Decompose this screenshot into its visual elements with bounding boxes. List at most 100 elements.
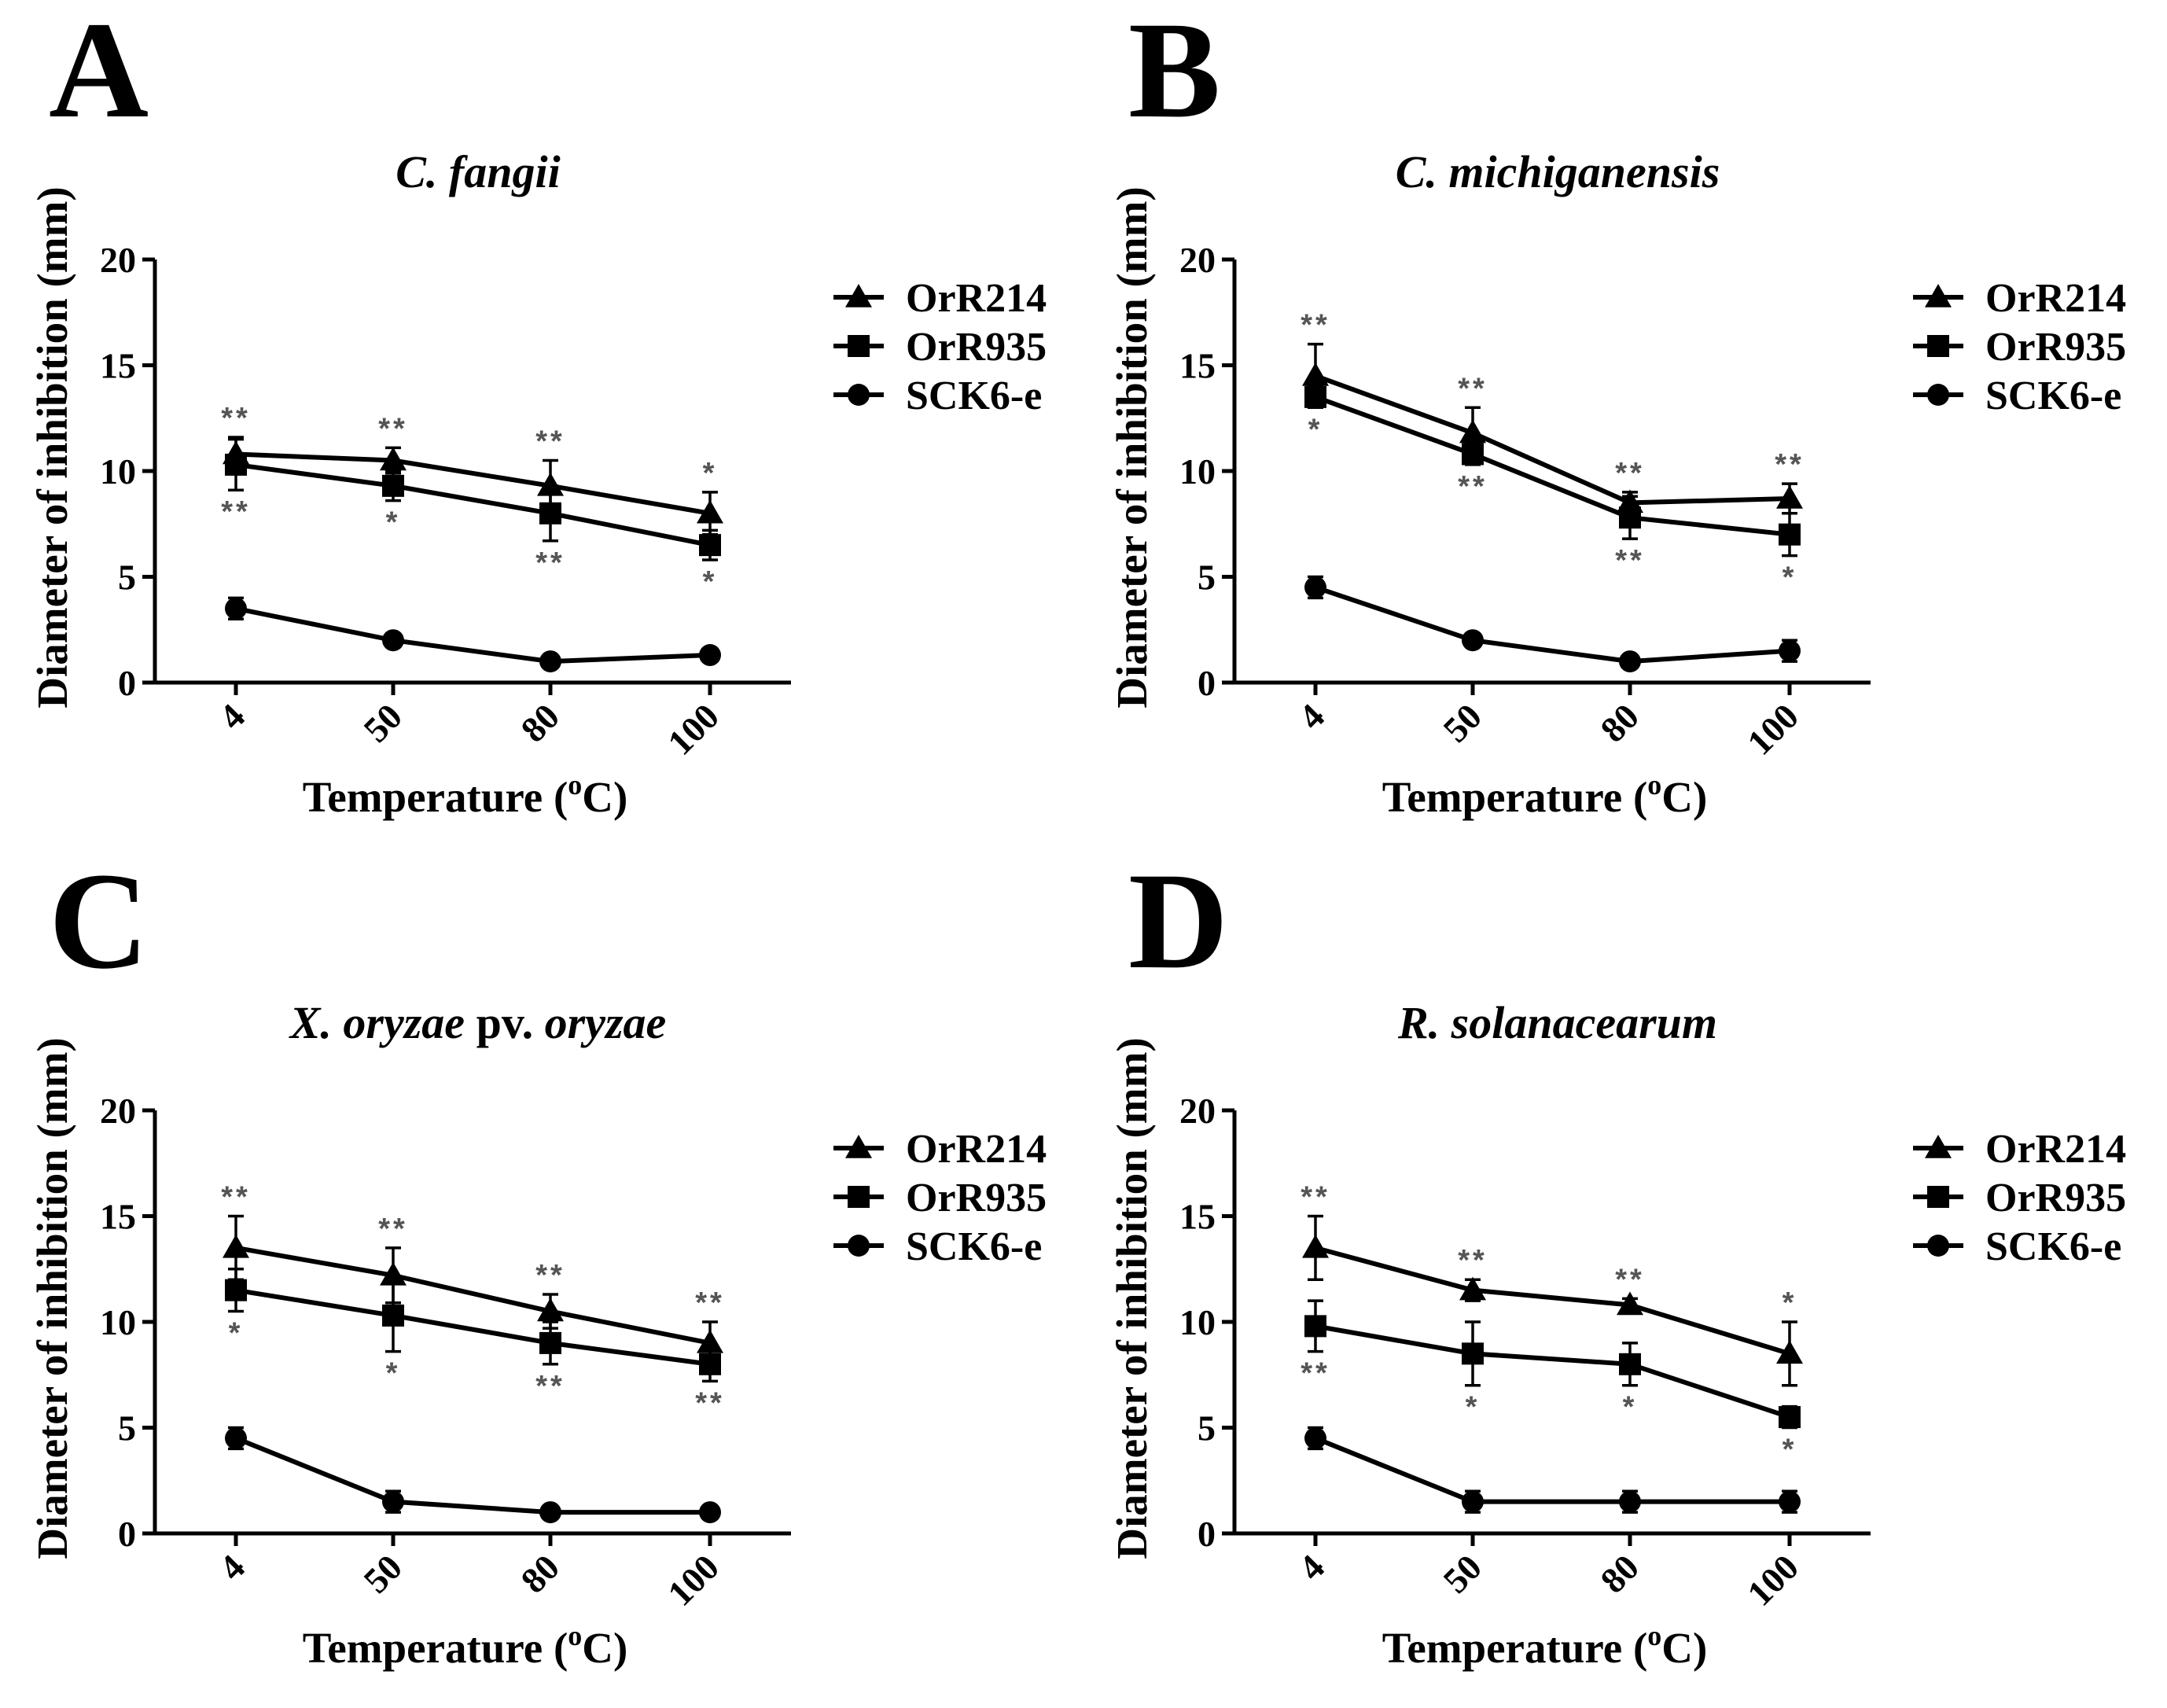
- chart-title: C. fangii: [396, 146, 561, 197]
- y-tick-label: 15: [100, 1197, 136, 1237]
- panel-letter: A: [49, 0, 149, 147]
- y-tick-label: 20: [100, 240, 136, 280]
- y-tick-label: 0: [118, 1514, 136, 1554]
- series-orr214: *******: [1301, 1181, 1803, 1387]
- legend-label: OrR214: [1985, 276, 2126, 321]
- y-axis-label: Diameter of inhibition (mm): [1108, 186, 1156, 709]
- series-line: [1315, 1323, 1790, 1419]
- data-point-circle: [539, 1501, 561, 1524]
- y-tick-label: 15: [1179, 1197, 1216, 1237]
- significance-label: **: [1458, 372, 1488, 405]
- x-axis-label-text: Temperature (: [1382, 1624, 1648, 1672]
- panel-a: A C. fangii 0 5 10 15 20 4 50 80 100 Diameter of in…: [28, 0, 1047, 821]
- data-point-circle: [225, 597, 247, 620]
- legend-label: OrR935: [906, 1176, 1047, 1220]
- chart-title-part: X. oryzae: [289, 997, 465, 1048]
- data-point-circle: [1779, 639, 1801, 662]
- significance-label: **: [695, 1287, 725, 1320]
- y-tick-label: 0: [1198, 1514, 1216, 1554]
- y-tick-label: 15: [1179, 346, 1216, 386]
- x-tick-label: 100: [660, 696, 727, 763]
- significance-label: *: [386, 506, 401, 539]
- data-point-square: [1619, 1353, 1641, 1375]
- data-point-circle: [1779, 1490, 1801, 1513]
- x-axis-label-text: Temperature (: [303, 1624, 568, 1672]
- x-tick-label: 4: [1291, 1547, 1332, 1588]
- significance-label: *: [703, 457, 718, 490]
- x-axis-label-superscript: o: [568, 769, 582, 801]
- data-point-triangle: [697, 499, 723, 524]
- legend-label: OrR935: [1985, 1176, 2126, 1220]
- significance-label: **: [221, 1181, 251, 1214]
- significance-label: **: [1301, 1181, 1330, 1214]
- data-point-circle: [1462, 629, 1484, 652]
- data-point-triangle: [1459, 1276, 1486, 1301]
- legend-label: OrR935: [1985, 325, 2126, 370]
- series-line: [235, 606, 711, 664]
- y-tick-label: 10: [100, 451, 136, 491]
- y-tick-label: 5: [118, 558, 136, 598]
- y-tick-label: 20: [1179, 240, 1216, 280]
- legend-circle-icon: [848, 384, 870, 406]
- legend-circle-icon: [1927, 1235, 1949, 1257]
- y-tick-label: 20: [100, 1091, 136, 1131]
- significance-label: **: [1775, 448, 1805, 481]
- significance-label: *: [1783, 1434, 1797, 1467]
- chart-title: X. oryzae pv. oryzae: [289, 997, 667, 1048]
- legend-label: OrR214: [1985, 1127, 2126, 1172]
- significance-label: **: [1301, 309, 1330, 342]
- series-orr935: ******: [1304, 385, 1801, 594]
- x-tick-label: 100: [1739, 696, 1806, 763]
- panel-b: B C. michiganensis 0 5 10 15 20 4 50 80 100 Diamete…: [1108, 0, 2126, 821]
- legend-square-icon: [1927, 335, 1949, 357]
- y-axis-label: Diameter of inhibition (mm): [28, 186, 76, 709]
- significance-label: *: [1623, 1391, 1638, 1424]
- series-line: [1314, 1436, 1790, 1504]
- legend-label: OrR935: [906, 325, 1047, 370]
- data-point-circle: [382, 1490, 404, 1513]
- chart-title: C. michiganensis: [1396, 146, 1720, 197]
- significance-label: *: [1783, 561, 1797, 594]
- series-line: [1315, 1245, 1790, 1356]
- significance-label: *: [703, 565, 718, 598]
- x-axis-label-superscript: o: [568, 1620, 582, 1651]
- significance-label: **: [535, 425, 565, 458]
- series-line: [1315, 585, 1790, 664]
- x-axis-label: Temperature (oC): [303, 769, 628, 821]
- panel-letter: D: [1128, 845, 1228, 998]
- y-tick-label: 5: [1198, 558, 1216, 598]
- data-point-circle: [1304, 1426, 1326, 1449]
- series-sck6-e: [1304, 575, 1801, 673]
- chart-title: R. solanacearum: [1397, 997, 1717, 1048]
- significance-label: **: [695, 1386, 725, 1419]
- data-point-square: [699, 1353, 721, 1375]
- significance-label: **: [1301, 1357, 1330, 1390]
- data-point-square: [539, 502, 561, 525]
- x-tick-label: 80: [513, 1547, 567, 1601]
- series-line: [235, 462, 711, 548]
- chart-title-part: oryzae: [545, 997, 667, 1048]
- data-point-triangle: [1776, 1340, 1803, 1364]
- x-axis-label-suffix: C): [1661, 1624, 1707, 1672]
- x-axis-label-text: Temperature (: [303, 773, 568, 821]
- data-point-square: [1779, 523, 1801, 546]
- series-orr214: ** ** ** **: [221, 1181, 725, 1366]
- legend-circle-icon: [1927, 384, 1949, 406]
- data-point-circle: [1619, 1490, 1641, 1513]
- y-axis-label: Diameter of inhibition (mm): [28, 1037, 76, 1559]
- y-tick-label: 20: [1179, 1091, 1216, 1131]
- legend-triangle-icon: [1925, 1135, 1952, 1158]
- y-tick-label: 0: [118, 663, 136, 703]
- x-axis-label-text: Temperature (: [1382, 773, 1648, 821]
- data-point-triangle: [537, 472, 564, 496]
- data-point-square: [382, 474, 404, 497]
- x-tick-label: 50: [1435, 1547, 1489, 1601]
- data-point-circle: [1462, 1490, 1484, 1513]
- data-point-square: [225, 453, 247, 476]
- x-axis-label: Temperature (oC): [1382, 769, 1708, 821]
- y-tick-label: 5: [1198, 1408, 1216, 1448]
- data-point-circle: [1619, 650, 1641, 673]
- significance-label: *: [1308, 413, 1323, 446]
